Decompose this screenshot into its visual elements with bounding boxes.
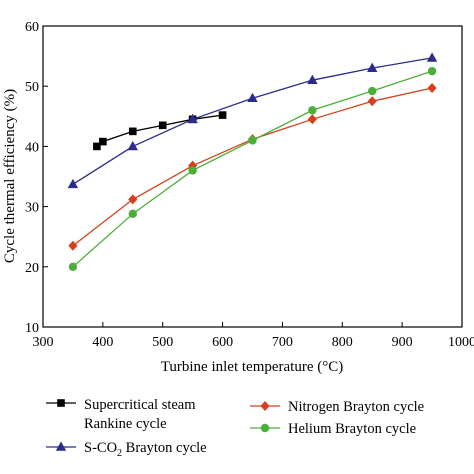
data-point <box>307 74 318 84</box>
x-tick-label: 800 <box>332 335 353 350</box>
data-point <box>188 166 197 175</box>
y-axis-title: Cycle thermal efficiency (%) <box>2 89 18 263</box>
data-point <box>248 136 257 145</box>
y-tick-label: 20 <box>25 261 39 276</box>
series-line <box>72 57 433 185</box>
axis-ticks: 300 400 500 600 700 800 900 1000 10 20 30 40 50 60 <box>25 20 474 350</box>
data-point <box>368 86 377 96</box>
legend-marker <box>55 441 67 451</box>
legend-marker <box>57 399 65 407</box>
data-point <box>426 52 438 62</box>
data-point <box>127 140 138 151</box>
data-point <box>427 66 437 76</box>
x-tick-label: 1000 <box>448 335 474 350</box>
legend-label: Supercritical steam <box>84 397 196 413</box>
data-point <box>93 142 101 151</box>
x-tick-label: 300 <box>33 335 54 350</box>
legend-label: Nitrogen Brayton cycle <box>288 399 424 415</box>
data-point <box>128 127 137 136</box>
data-point <box>67 178 79 189</box>
plot-frame <box>42 25 463 328</box>
data-point <box>427 83 437 94</box>
legend-label: S-CO2 Brayton cycle <box>84 440 207 459</box>
data-point <box>68 262 78 271</box>
y-tick-label: 30 <box>25 201 39 216</box>
legend-label-part: Brayton cycle <box>122 440 207 456</box>
y-tick-label: 10 <box>25 321 39 336</box>
x-tick-label: 900 <box>392 335 413 350</box>
y-tick-label: 40 <box>25 140 39 155</box>
data-point <box>99 137 107 146</box>
data-point <box>158 121 167 130</box>
legend-marker <box>260 423 270 433</box>
series-line <box>96 114 223 147</box>
x-tick-label: 500 <box>152 335 173 350</box>
data-point <box>187 113 198 124</box>
legend-label-part: 2 <box>117 448 122 459</box>
y-tick-label: 60 <box>25 20 39 35</box>
data-point <box>247 92 258 103</box>
data-point <box>307 114 317 125</box>
data-point <box>308 106 317 115</box>
x-tick-label: 700 <box>272 335 293 350</box>
data-point <box>218 111 227 119</box>
series-layer <box>67 52 438 271</box>
data-point <box>128 209 137 219</box>
legend-label: Helium Brayton cycle <box>288 421 416 437</box>
legend: Supercritical steam Rankine cycle S-CO2 Br… <box>46 397 424 459</box>
legend-label-part: S-CO <box>84 440 117 456</box>
data-point <box>128 194 138 205</box>
data-point <box>367 96 377 107</box>
x-axis-title: Turbine inlet temperature (°C) <box>161 359 343 375</box>
y-tick-label: 50 <box>25 80 39 95</box>
series-line <box>72 87 433 247</box>
legend-label: Rankine cycle <box>84 416 167 432</box>
x-tick-label: 400 <box>92 335 113 350</box>
x-tick-label: 600 <box>212 335 233 350</box>
data-point <box>68 240 78 251</box>
data-point <box>367 62 378 72</box>
legend-marker <box>260 401 270 411</box>
